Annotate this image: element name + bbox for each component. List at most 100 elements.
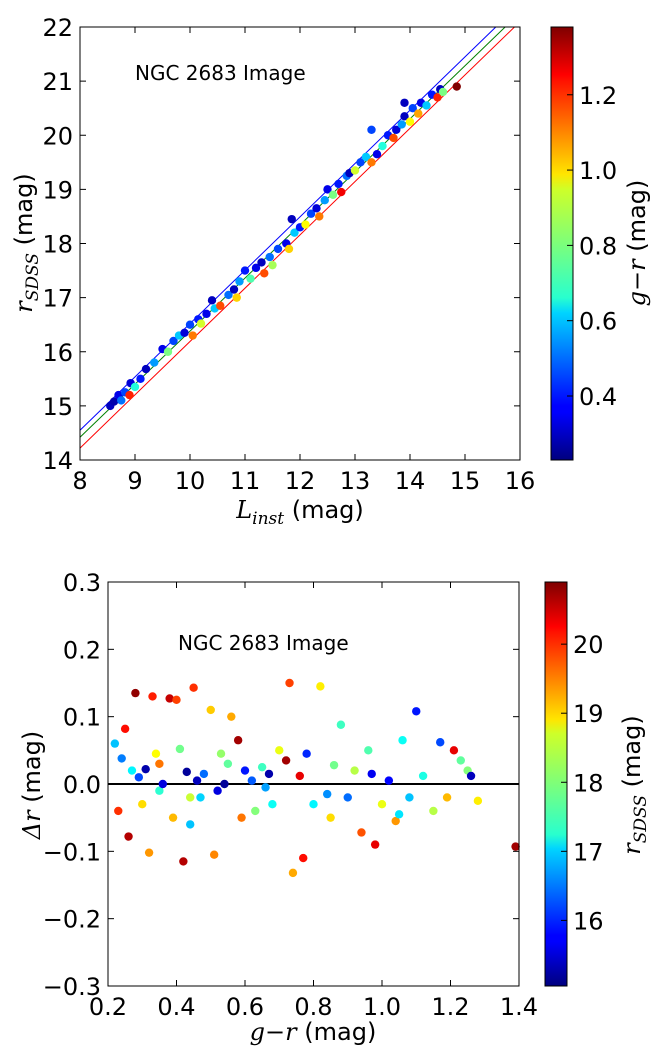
top-scatter-point — [251, 263, 261, 273]
top-scatter-point — [372, 149, 382, 159]
bottom-scatter-point — [442, 793, 452, 802]
bottom-scatter-point — [429, 806, 438, 816]
bottom-scatter-point — [466, 771, 476, 781]
bottom-scatter-point — [275, 746, 284, 755]
bottom-scatter-point — [155, 786, 164, 795]
bottom-scatter-point — [182, 767, 191, 777]
bottom-scatter-point — [158, 779, 167, 789]
top-scatter-point — [306, 209, 316, 218]
top-x-tick-label: 11 — [230, 467, 261, 495]
top-colorbar — [550, 26, 574, 461]
top-scatter-point — [414, 109, 423, 118]
top-y-tick-label: 15 — [42, 393, 73, 421]
bottom-scatter-point — [268, 800, 277, 809]
top-scatter-point — [408, 103, 417, 113]
top-scatter-point — [312, 204, 321, 213]
top-scatter-point — [389, 133, 398, 143]
top-scatter-point — [400, 98, 409, 107]
top-data-points — [106, 82, 461, 411]
bottom-scatter-point — [237, 813, 246, 822]
bottom-colorbar — [544, 581, 568, 987]
bottom-y-tick-label: 0.1 — [63, 704, 101, 732]
top-scatter-point — [284, 244, 294, 254]
bottom-scatter-point — [120, 724, 130, 733]
bottom-scatter-point — [127, 766, 137, 775]
top-scatter-point — [150, 358, 159, 367]
bottom-scatter-point — [172, 695, 181, 705]
top-scatter-point — [257, 258, 266, 267]
top-scatter-point — [196, 319, 206, 328]
bottom-scatter-point — [165, 694, 174, 703]
top-scatter-point — [265, 252, 274, 262]
bottom-scatter-point — [196, 793, 205, 802]
bottom-scatter-point — [456, 756, 465, 765]
bottom-scatter-point — [220, 779, 229, 789]
bottom-scatter-point — [141, 764, 150, 774]
top-y-tick-label: 14 — [42, 447, 73, 475]
bottom-y-tick-label: 0.3 — [63, 569, 101, 597]
bottom-scatter-point — [199, 769, 209, 779]
bottom-scatter-point — [264, 769, 274, 779]
bottom-scatter-point — [175, 744, 185, 754]
bottom-scatter-point — [223, 759, 233, 768]
bottom-x-tick-label: 1.4 — [500, 993, 538, 1021]
top-scatter-point — [232, 293, 241, 302]
bottom-scatter-point — [138, 800, 147, 809]
bottom-scatter-point — [418, 771, 428, 781]
top-x-tick-label: 8 — [72, 467, 87, 495]
top-colorbar-label: g−r (mag) — [623, 180, 651, 307]
bottom-x-tick-label: 0.2 — [89, 993, 127, 1021]
bottom-scatter-point — [370, 840, 380, 849]
top-scatter-point — [117, 396, 126, 405]
top-scatter-point — [350, 166, 360, 175]
top-scatter-point — [422, 101, 431, 110]
bottom-scatter-point — [155, 759, 164, 768]
bottom-scatter-point — [391, 816, 400, 826]
top-scatter-point — [397, 120, 406, 129]
bottom-y-ticks: −0.3 −0.2 −0.1 0.0 0.1 0.2 0.3 — [43, 569, 519, 1001]
top-colorbar-tick-label: 0.4 — [579, 383, 617, 411]
top-x-tick-label: 16 — [505, 467, 536, 495]
bottom-scatter-point — [364, 746, 373, 755]
top-x-tick-label: 14 — [395, 467, 426, 495]
bottom-scatter-point — [144, 848, 154, 857]
top-y-tick-label: 22 — [42, 14, 73, 42]
bottom-colorbar-label: rSDSS (mag) — [618, 715, 651, 854]
bottom-scatter-point — [114, 806, 123, 816]
top-scatter-point — [301, 220, 310, 229]
top-scatter-point — [141, 364, 151, 374]
bottom-colorbar-tick-label: 18 — [573, 769, 604, 797]
bottom-scatter-point — [336, 720, 346, 729]
bottom-scatter-point — [247, 776, 257, 785]
bottom-scatter-point — [186, 793, 195, 802]
bottom-scatter-point — [367, 769, 376, 779]
top-scatter-point — [125, 390, 134, 400]
bottom-y-tick-label: −0.2 — [43, 906, 101, 934]
bottom-scatter-point — [384, 776, 394, 785]
bottom-scatter-point — [124, 832, 133, 841]
bottom-scatter-point — [309, 800, 318, 809]
bottom-scatter-point — [302, 749, 311, 758]
top-scatter-point — [320, 196, 329, 205]
bottom-colorbar-tick-label: 16 — [573, 907, 604, 935]
top-x-tick-label: 9 — [127, 467, 142, 495]
top-colorbar-tick-label: 0.6 — [579, 308, 617, 336]
top-y-tick-label: 19 — [42, 176, 73, 204]
bottom-scatter-point — [206, 705, 215, 715]
top-scatter-point — [136, 374, 145, 384]
top-scatter-point — [337, 187, 346, 197]
bottom-colorbar-tick-label: 20 — [573, 631, 604, 659]
bottom-scatter-point — [281, 756, 291, 765]
top-scatter-point — [290, 228, 299, 237]
top-scatter-point — [202, 309, 211, 319]
top-scatter-point — [260, 269, 269, 278]
bottom-scatter-point — [227, 712, 236, 721]
top-panel: 8 9 10 11 12 13 14 15 16 14 15 16 17 18 19 20 21 22 NGC … — [10, 14, 651, 529]
bottom-scatter-point — [329, 760, 339, 770]
bottom-scatter-point — [240, 766, 250, 775]
top-scatter-point — [169, 336, 178, 346]
top-scatter-point — [323, 185, 332, 194]
top-colorbar-tick-label: 0.8 — [579, 232, 617, 260]
top-x-tick-label: 15 — [450, 467, 481, 495]
